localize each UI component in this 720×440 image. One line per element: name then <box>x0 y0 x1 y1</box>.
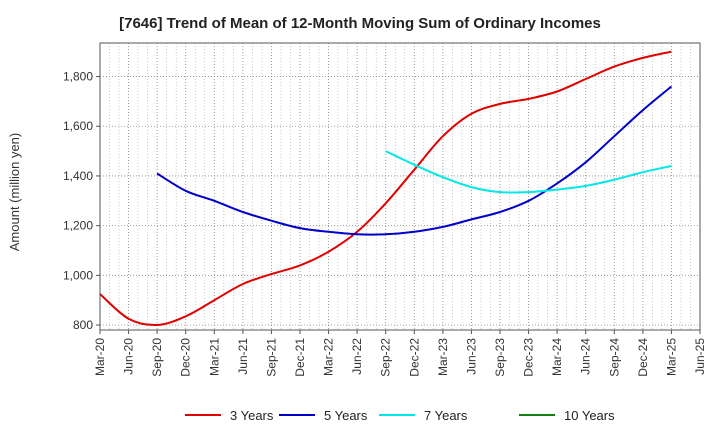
legend-swatch <box>185 414 221 416</box>
x-tick-label: Mar-24 <box>550 338 564 376</box>
legend-item-7-years: 7 Years <box>379 405 467 425</box>
x-tick-label: Mar-22 <box>322 338 336 376</box>
legend-label: 10 Years <box>564 407 615 423</box>
x-tick-label: Mar-23 <box>436 338 450 376</box>
series-line-5-years <box>156 85 673 236</box>
legend-swatch <box>519 414 555 416</box>
x-tick-label: Jun-23 <box>464 338 478 375</box>
y-tick-label: 1,800 <box>63 70 93 84</box>
x-tick-label: Dec-24 <box>636 338 650 377</box>
legend-label: 7 Years <box>424 407 468 423</box>
legend-label: 3 Years <box>230 407 274 423</box>
plot-frame <box>99 42 701 331</box>
x-tick-label: Jun-25 <box>693 338 707 375</box>
y-axis-ticks: 800 1,000 1,200 1,400 1,600 1,800 <box>63 70 100 332</box>
y-tick-label: 1,200 <box>63 219 93 233</box>
legend-swatch <box>279 414 315 416</box>
y-tick-label: 1,000 <box>63 268 93 282</box>
x-tick-label: Dec-21 <box>293 338 307 377</box>
x-tick-label: Dec-23 <box>522 338 536 377</box>
x-tick-label: Jun-21 <box>236 338 250 375</box>
legend-item-5-years: 5 Years <box>279 405 367 425</box>
x-tick-label: Jun-20 <box>122 338 136 375</box>
x-tick-label: Dec-20 <box>179 338 193 377</box>
x-tick-label: Mar-20 <box>93 338 107 376</box>
x-tick-label: Sep-22 <box>379 338 393 377</box>
y-tick-label: 1,400 <box>63 169 93 183</box>
x-tick-label: Sep-21 <box>264 338 278 377</box>
y-tick-label: 1,600 <box>63 119 93 133</box>
series-lines <box>99 50 673 327</box>
chart-title: [7646] Trend of Mean of 12-Month Moving … <box>119 15 601 32</box>
series-line-3-years <box>99 50 672 327</box>
x-tick-label: Sep-20 <box>150 338 164 377</box>
x-axis-ticks: Mar-20 Jun-20 Sep-20 Dec-20 Mar-21 Jun-21 Sep-… <box>93 330 707 377</box>
y-axis-label: Amount (million yen) <box>7 133 22 252</box>
x-tick-label: Sep-23 <box>493 338 507 377</box>
legend-item-10-years: 10 Years <box>519 405 615 425</box>
x-tick-label: Dec-22 <box>407 338 421 377</box>
grid <box>99 43 701 330</box>
x-tick-label: Jun-24 <box>579 338 593 375</box>
x-tick-label: Jun-22 <box>350 338 364 375</box>
legend: 3 Years 5 Years 7 Years 10 Years <box>0 405 720 427</box>
legend-item-3-years: 3 Years <box>185 405 273 425</box>
x-tick-label: Mar-21 <box>207 338 221 376</box>
y-tick-label: 800 <box>73 318 93 332</box>
series-line-7-years <box>385 150 672 194</box>
legend-swatch <box>379 414 415 416</box>
legend-label: 5 Years <box>324 407 368 423</box>
x-tick-label: Mar-25 <box>664 338 678 376</box>
x-tick-label: Sep-24 <box>607 338 621 377</box>
